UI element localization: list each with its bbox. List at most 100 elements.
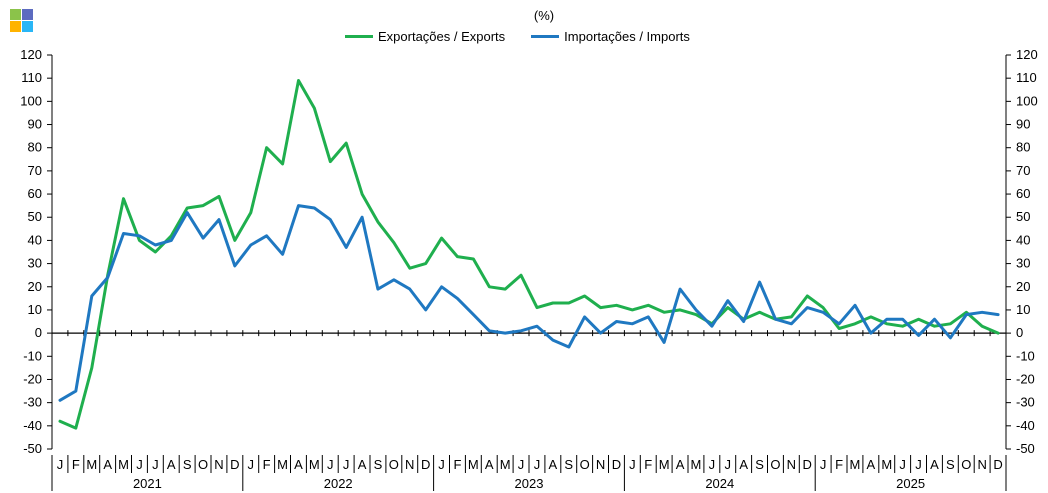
month-label: F [644,457,652,472]
month-label: O [198,457,208,472]
month-label: O [770,457,780,472]
month-label: N [787,457,796,472]
y-tick-label-right: -40 [1016,418,1035,433]
y-tick-label-right: 120 [1016,47,1038,62]
y-tick-label-left: 120 [20,47,42,62]
month-label: N [405,457,414,472]
year-label: 2022 [324,476,353,491]
y-tick-label-left: 0 [35,325,42,340]
series-line-exports [58,79,1000,430]
y-tick-label-left: 90 [28,117,42,132]
y-tick-label-right: 40 [1016,232,1030,247]
month-label: A [358,457,367,472]
month-label: J [327,457,334,472]
month-label: S [946,457,955,472]
month-label: J [343,457,350,472]
month-label: A [739,457,748,472]
month-label: M [118,457,129,472]
y-tick-label-left: 10 [28,302,42,317]
month-label: F [263,457,271,472]
month-label: J [152,457,159,472]
legend-swatch-imports [531,35,560,38]
month-label: M [468,457,479,472]
y-tick-label-left: 70 [28,163,42,178]
y-tick-label-right: -30 [1016,395,1035,410]
month-label: A [485,457,494,472]
month-label: O [389,457,399,472]
y-tick-label-right: 70 [1016,163,1030,178]
month-label: D [230,457,239,472]
month-label: J [248,457,255,472]
month-label: S [374,457,383,472]
legend-label-exports: Exportações / Exports [378,29,506,44]
month-label: J [136,457,143,472]
month-label: M [277,457,288,472]
month-label: S [755,457,764,472]
month-label: S [564,457,573,472]
chart-legend: Exportações / Exports Importações / Impo… [345,29,716,44]
month-label: N [214,457,223,472]
year-label: 2023 [515,476,544,491]
y-tick-label-left: -50 [23,441,42,456]
month-label: D [993,457,1002,472]
y-tick-label-left: -20 [23,371,42,386]
y-tick-label-left: 50 [28,209,42,224]
month-label: J [518,457,525,472]
month-label: J [629,457,636,472]
y-tick-label-left: 80 [28,140,42,155]
month-label: F [453,457,461,472]
month-label: M [500,457,511,472]
y-tick-label-left: -10 [23,348,42,363]
y-tick-label-left: 110 [21,70,42,85]
y-tick-label-right: 110 [1016,70,1037,85]
month-label: F [835,457,843,472]
month-label: M [850,457,861,472]
month-label: M [659,457,670,472]
y-tick-label-right: 50 [1016,209,1030,224]
year-label: 2021 [133,476,162,491]
month-label: S [183,457,192,472]
four-square-logo-icon [10,9,34,33]
month-label: D [612,457,621,472]
legend-item-imports: Importações / Imports [531,29,690,44]
month-label: A [867,457,876,472]
month-label: A [549,457,558,472]
month-label: J [57,457,64,472]
month-label: O [961,457,971,472]
month-label: J [725,457,732,472]
y-tick-label-right: -10 [1016,348,1035,363]
month-label: A [294,457,303,472]
y-tick-label-right: 10 [1016,302,1030,317]
year-label: 2025 [896,476,925,491]
y-tick-label-right: 0 [1016,325,1023,340]
month-label: F [72,457,80,472]
y-tick-label-left: 20 [28,279,42,294]
month-label: A [103,457,112,472]
month-label: A [167,457,176,472]
y-tick-label-left: 30 [28,256,42,271]
month-label: D [421,457,430,472]
month-label: J [899,457,906,472]
y-tick-label-left: 40 [28,232,42,247]
y-tick-label-right: 30 [1016,256,1030,271]
y-tick-label-right: -50 [1016,441,1035,456]
year-label: 2024 [705,476,734,491]
month-label: N [596,457,605,472]
series-line-imports [58,204,1000,402]
month-label: A [930,457,939,472]
legend-swatch-exports [345,35,373,38]
legend-label-imports: Importações / Imports [564,29,690,44]
month-label: J [820,457,827,472]
month-label: D [803,457,812,472]
month-label: J [915,457,922,472]
month-label: M [881,457,892,472]
month-label: M [691,457,702,472]
month-label: A [676,457,685,472]
month-label: J [709,457,716,472]
y-tick-label-right: -20 [1016,371,1035,386]
y-tick-label-left: -30 [23,395,42,410]
y-tick-label-right: 60 [1016,186,1030,201]
y-tick-label-left: 60 [28,186,42,201]
y-tick-label-left: -40 [23,418,42,433]
